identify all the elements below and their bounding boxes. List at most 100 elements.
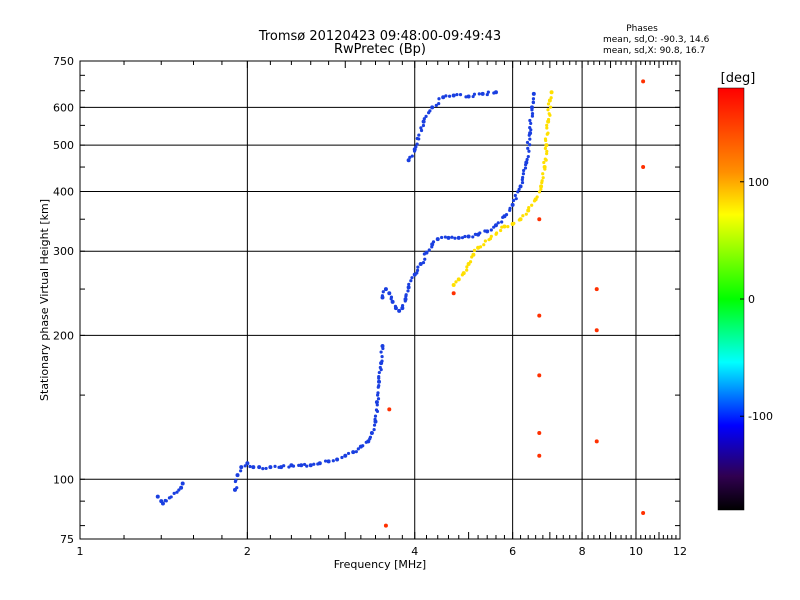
data-point xyxy=(361,444,364,447)
data-point xyxy=(446,236,450,240)
data-point xyxy=(422,124,425,127)
data-point xyxy=(508,207,511,210)
data-point xyxy=(528,126,531,129)
data-point xyxy=(413,149,416,152)
data-point xyxy=(407,283,410,286)
data-point xyxy=(391,300,395,304)
data-point xyxy=(457,236,461,240)
x-tick-label: 8 xyxy=(579,545,586,558)
data-point xyxy=(401,304,404,307)
data-point xyxy=(469,260,472,263)
data-point xyxy=(409,279,412,282)
data-point xyxy=(375,408,378,411)
data-point xyxy=(531,112,534,115)
data-point xyxy=(381,347,384,350)
data-point xyxy=(492,91,495,94)
data-point xyxy=(377,375,380,378)
data-point xyxy=(526,147,529,150)
data-point xyxy=(548,112,551,115)
data-point xyxy=(470,255,473,258)
data-point xyxy=(264,467,267,470)
data-point xyxy=(374,415,377,418)
data-point xyxy=(381,294,384,297)
data-point xyxy=(501,216,504,219)
data-point xyxy=(471,235,474,238)
data-point xyxy=(312,463,315,466)
data-point xyxy=(239,469,242,472)
data-point xyxy=(484,239,487,242)
data-point xyxy=(416,269,419,272)
data-point xyxy=(452,94,456,98)
data-point xyxy=(542,176,545,179)
data-point xyxy=(448,95,451,98)
y-tick-label: 300 xyxy=(53,245,74,258)
data-point xyxy=(234,479,237,482)
x-tick-label: 1 xyxy=(77,545,84,558)
data-point xyxy=(545,124,548,127)
data-point xyxy=(518,188,521,191)
data-point xyxy=(550,90,554,94)
data-point xyxy=(380,355,383,358)
x-tick-label: 12 xyxy=(673,545,687,558)
data-point xyxy=(327,459,331,463)
data-point xyxy=(546,108,549,111)
data-point xyxy=(528,138,531,141)
data-point xyxy=(473,249,476,252)
data-point xyxy=(355,450,358,453)
data-point xyxy=(474,233,477,236)
data-point xyxy=(407,285,411,289)
data-point xyxy=(500,226,503,229)
data-point xyxy=(521,214,524,217)
data-point xyxy=(428,248,431,251)
data-point xyxy=(357,447,360,450)
data-point xyxy=(416,143,419,146)
data-point xyxy=(464,95,467,98)
data-point xyxy=(156,495,160,499)
data-point xyxy=(406,289,409,292)
data-point xyxy=(351,450,355,454)
data-point xyxy=(244,464,247,467)
data-point xyxy=(378,371,381,374)
data-point xyxy=(297,464,300,467)
data-point xyxy=(452,291,456,295)
y-tick-label: 600 xyxy=(53,101,74,114)
data-point xyxy=(518,218,521,221)
data-point xyxy=(387,407,391,411)
data-point xyxy=(530,204,533,207)
x-axis-label: Frequency [MHz] xyxy=(334,558,426,571)
data-point xyxy=(379,366,382,369)
y-tick-label: 75 xyxy=(60,533,74,546)
data-point xyxy=(436,237,440,241)
data-point xyxy=(526,158,529,161)
data-point xyxy=(547,102,550,105)
data-point xyxy=(235,486,238,489)
colorbar-tick-label: -100 xyxy=(748,410,773,423)
data-point xyxy=(416,265,419,268)
colorbar-tick-label: 0 xyxy=(748,293,755,306)
data-point xyxy=(251,465,255,469)
y-tick-label: 750 xyxy=(53,55,74,68)
data-point xyxy=(432,240,435,243)
data-point xyxy=(437,102,440,105)
data-point xyxy=(479,245,482,248)
data-point xyxy=(411,154,414,157)
data-point xyxy=(332,459,335,462)
data-point xyxy=(515,197,518,200)
data-point xyxy=(538,190,541,193)
data-point xyxy=(511,203,515,207)
data-point xyxy=(444,235,447,238)
data-point xyxy=(497,221,500,224)
grid-lines xyxy=(80,61,680,539)
data-point xyxy=(444,94,447,97)
data-point xyxy=(287,465,290,468)
data-point xyxy=(430,105,434,109)
ionogram-chart: Tromsø 20120423 09:48:00-09:49:43 RwPret… xyxy=(0,0,800,600)
data-point xyxy=(248,465,251,468)
axis-ticks: 1 2 4 6 8 10 1275100200300400500600750 xyxy=(53,55,687,558)
data-point xyxy=(165,499,168,502)
data-point xyxy=(490,228,493,231)
data-point xyxy=(547,118,550,121)
data-point xyxy=(541,179,544,182)
data-point xyxy=(465,265,468,268)
data-point xyxy=(268,465,272,469)
